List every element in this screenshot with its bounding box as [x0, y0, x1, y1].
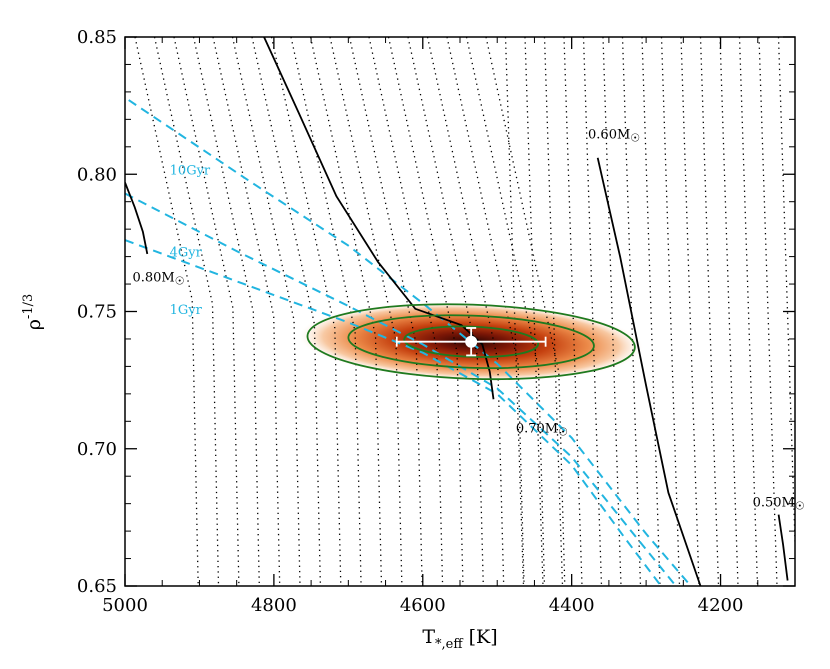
- dotted-track: [270, 37, 342, 586]
- mass-track-label-value: 0.60M: [588, 128, 630, 143]
- x-axis-title-sub: *,eff: [435, 637, 464, 652]
- y-tick-label: 0.70: [77, 439, 117, 460]
- dotted-track: [212, 37, 281, 586]
- mass-track-label-value: 0.70M: [516, 421, 558, 436]
- mass-track-line: [263, 37, 495, 400]
- measurement-marker: [395, 327, 547, 357]
- isochrone-line: [125, 239, 662, 586]
- dotted-track: [680, 37, 700, 586]
- y-tick-label: 0.65: [77, 576, 117, 597]
- mass-track-label: 0.60M☉: [588, 128, 640, 145]
- y-axis-title: ρ-1/3: [21, 294, 45, 331]
- dotted-track: [368, 37, 444, 586]
- mass-track-label: 0.70M☉: [516, 421, 568, 438]
- plot-area: [125, 37, 795, 586]
- mass-track-label-value: 0.80M: [132, 270, 174, 285]
- mass-track-line: [596, 157, 702, 586]
- dotted-track: [153, 37, 220, 586]
- confidence-contours: [306, 303, 636, 381]
- mass-track-label: 0.80M☉: [132, 270, 184, 287]
- x-axis-title: T*,eff [K]: [422, 626, 497, 652]
- contour-1-sigma: [403, 325, 540, 358]
- x-tick-label: 5000: [102, 595, 148, 616]
- dotted-track: [602, 37, 622, 586]
- dotted-track: [641, 37, 661, 586]
- dotted-track: [719, 37, 739, 586]
- y-axis-title-sup: -1/3: [21, 294, 36, 319]
- x-tick-label: 4800: [251, 595, 297, 616]
- sun-symbol: ☉: [175, 274, 185, 287]
- y-tick-label: 0.85: [77, 27, 117, 48]
- contour-2-sigma: [347, 314, 595, 370]
- axis-ticks: 5000 4800 4600 4400 4200 0.65 0.70 0.75 0.80 0.85: [77, 27, 796, 616]
- isochrone-label: 10Gyr: [170, 163, 211, 178]
- x-tick-label: 4400: [549, 595, 595, 616]
- dotted-track: [582, 37, 603, 586]
- y-tick-label: 0.75: [77, 302, 117, 323]
- dotted-track: [192, 37, 260, 586]
- y-tick-label: 0.80: [77, 164, 117, 185]
- dotted-track: [660, 37, 681, 586]
- x-axis-title-main: T: [422, 626, 435, 648]
- dotted-track-grid: [134, 37, 795, 586]
- dotted-track: [231, 37, 301, 586]
- sun-symbol: ☉: [795, 499, 805, 512]
- isochrones: [125, 99, 692, 586]
- mass-track-line: [777, 514, 789, 581]
- mass-track-label: 0.50M☉: [753, 495, 805, 512]
- dotted-track: [251, 37, 322, 586]
- isochrone-line: [125, 192, 677, 586]
- contour-3-sigma: [306, 303, 636, 381]
- mass-tracks: [125, 37, 789, 586]
- isochrone-line: [128, 99, 692, 586]
- dotted-track: [563, 37, 583, 586]
- x-tick-label: 4200: [698, 595, 744, 616]
- dotted-track: [699, 37, 720, 586]
- dotted-track: [309, 37, 383, 586]
- dotted-track: [446, 37, 525, 586]
- sun-symbol: ☉: [630, 132, 640, 145]
- mass-track-line: [125, 182, 149, 255]
- sun-symbol: ☉: [558, 425, 568, 438]
- x-tick-label: 4600: [400, 595, 446, 616]
- isochrone-label: 1Gyr: [170, 303, 203, 318]
- y-axis-title-main: ρ: [23, 319, 45, 330]
- mass-track-label-value: 0.50M: [753, 495, 795, 510]
- isochrone-label: 4Gyr: [170, 246, 203, 261]
- measurement-point: [465, 335, 478, 348]
- x-axis-title-unit: [K]: [463, 626, 498, 648]
